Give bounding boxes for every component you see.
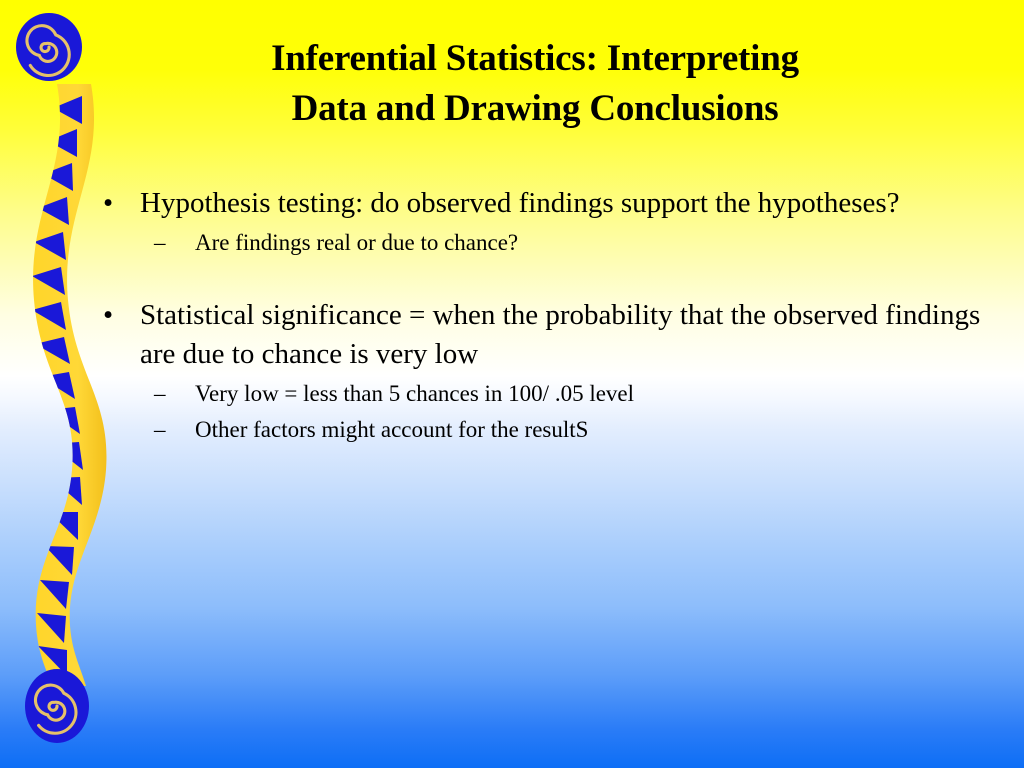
bullet-item-1: • Hypothesis testing: do observed findin…	[92, 184, 992, 223]
slide-body: • Hypothesis testing: do observed findin…	[92, 184, 992, 448]
sub-bullet-item-1-1: – Are findings real or due to chance?	[92, 225, 992, 261]
bottom-spiral-icon	[25, 669, 89, 743]
top-spiral-icon	[16, 13, 82, 81]
title-line-2: Data and Drawing Conclusions	[291, 88, 779, 129]
sub-bullet-text-2-2: Other factors might account for the resu…	[195, 417, 589, 442]
sub-bullet-text-2-1: Very low = less than 5 chances in 100/ .…	[195, 381, 635, 406]
dash-marker-icon: –	[154, 230, 166, 255]
paragraph-spacer	[92, 261, 992, 296]
sub-bullet-text-1-1: Are findings real or due to chance?	[195, 230, 519, 255]
dash-marker-icon: –	[154, 417, 166, 442]
slide-title: Inferential Statistics: Interpreting Dat…	[120, 34, 950, 134]
bullet-marker-icon: •	[103, 187, 114, 219]
title-line-1: Inferential Statistics: Interpreting	[271, 38, 799, 79]
bullet-group-2: • Statistical significance = when the pr…	[92, 296, 992, 448]
bullet-group-1: • Hypothesis testing: do observed findin…	[92, 184, 992, 261]
dash-marker-icon: –	[154, 381, 166, 406]
bullet-text-1: Hypothesis testing: do observed findings…	[140, 187, 900, 219]
ribbon-triangles	[33, 96, 83, 686]
sub-bullet-item-2-1: – Very low = less than 5 chances in 100/…	[92, 376, 992, 412]
bullet-item-2: • Statistical significance = when the pr…	[92, 296, 992, 374]
bullet-marker-icon: •	[103, 299, 114, 331]
bullet-text-2: Statistical significance = when the prob…	[140, 299, 981, 370]
sub-bullet-item-2-2: – Other factors might account for the re…	[92, 412, 992, 448]
